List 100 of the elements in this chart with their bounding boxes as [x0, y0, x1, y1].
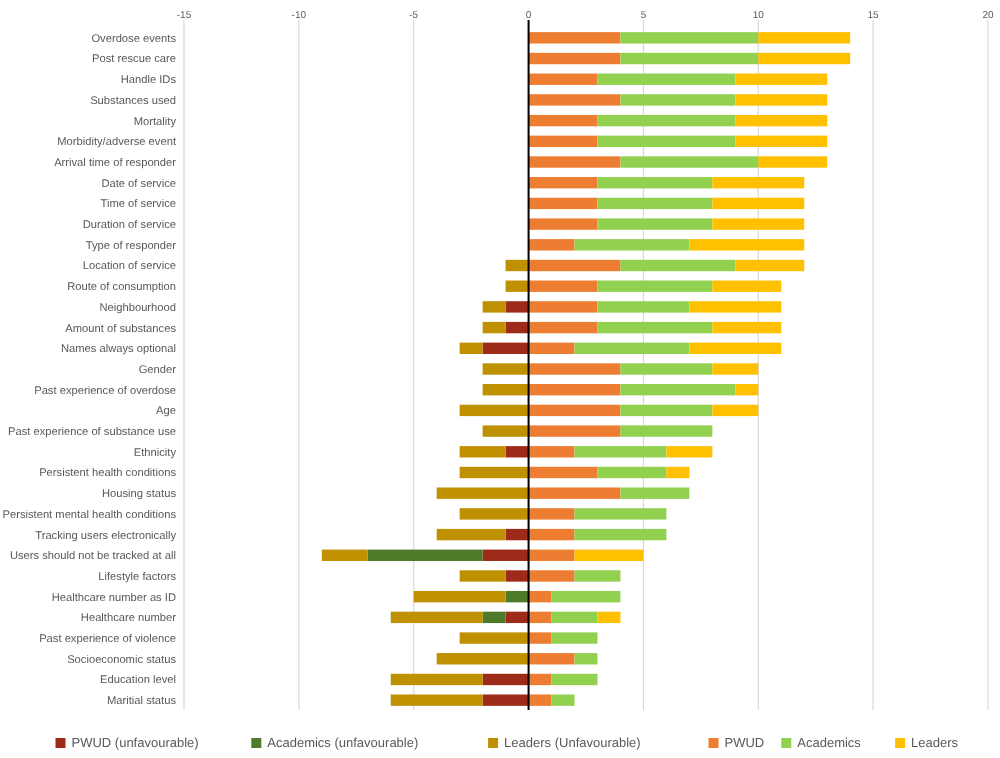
- bar: [528, 384, 621, 396]
- bar: [528, 280, 598, 292]
- bar: [528, 363, 621, 375]
- bar: [758, 156, 828, 168]
- bar: [528, 301, 598, 313]
- bar: [505, 280, 529, 292]
- bar: [528, 114, 598, 127]
- bar: [436, 487, 529, 499]
- bar: [620, 363, 713, 375]
- bar: [528, 570, 575, 582]
- bar: [528, 632, 552, 644]
- bar: [528, 673, 552, 686]
- bar: [528, 549, 575, 561]
- bar: [620, 259, 736, 272]
- bar: [666, 446, 713, 458]
- bar: [505, 321, 529, 334]
- bar: [620, 384, 736, 396]
- bar: [620, 32, 759, 44]
- bar: [735, 384, 759, 396]
- bar: [712, 321, 782, 334]
- bar: [528, 156, 621, 168]
- bar: [505, 590, 529, 603]
- bar: [459, 342, 483, 354]
- bar: [528, 73, 598, 85]
- bar: [620, 156, 759, 168]
- bar: [712, 197, 805, 210]
- bar: [528, 694, 552, 706]
- bar: [390, 611, 483, 624]
- bar: [597, 177, 713, 189]
- bar: [528, 135, 598, 148]
- bar: [528, 218, 598, 230]
- bar: [436, 653, 529, 665]
- bar: [597, 301, 690, 313]
- bar: [528, 177, 598, 189]
- bar: [528, 425, 621, 437]
- bar: [712, 177, 805, 189]
- bar: [459, 570, 506, 582]
- bar: [505, 446, 529, 458]
- bar: [528, 52, 621, 65]
- bar: [528, 259, 621, 272]
- bar: [528, 404, 621, 417]
- bar: [459, 508, 529, 520]
- bar: [597, 114, 736, 127]
- bar: [666, 466, 690, 479]
- bar: [620, 425, 713, 437]
- bar: [528, 487, 621, 499]
- bar: [505, 301, 529, 313]
- bar: [620, 94, 736, 106]
- bar: [551, 694, 575, 706]
- bar: [597, 321, 713, 334]
- bar: [482, 301, 506, 313]
- bar: [505, 259, 529, 272]
- bar: [597, 197, 713, 210]
- bar: [390, 694, 483, 706]
- bar: [482, 321, 506, 334]
- bar: [551, 590, 621, 603]
- bar: [574, 508, 667, 520]
- bar: [528, 508, 575, 520]
- bar: [528, 611, 552, 624]
- bar: [482, 549, 529, 561]
- bar: [574, 528, 667, 541]
- bar: [689, 342, 782, 354]
- bar: [620, 404, 713, 417]
- bar: [574, 549, 644, 561]
- bar: [505, 528, 529, 541]
- bar: [597, 73, 736, 85]
- bar: [712, 363, 759, 375]
- bar: [505, 570, 529, 582]
- bar: [551, 673, 598, 686]
- bar: [459, 446, 506, 458]
- bar: [528, 653, 575, 665]
- bar: [597, 466, 667, 479]
- bar: [528, 32, 621, 44]
- bar: [482, 384, 529, 396]
- bar: [597, 280, 713, 292]
- bar: [482, 425, 529, 437]
- bar: [574, 653, 598, 665]
- bar: [551, 632, 598, 644]
- bar: [482, 363, 529, 375]
- bar: [551, 611, 598, 624]
- bar: [482, 342, 529, 354]
- bar: [482, 694, 529, 706]
- bar: [735, 259, 805, 272]
- bar: [758, 32, 851, 44]
- bar: [528, 197, 598, 210]
- bar: [528, 342, 575, 354]
- bar: [528, 446, 575, 458]
- bar: [574, 446, 667, 458]
- bar: [735, 73, 828, 85]
- bar: [505, 611, 529, 624]
- bar: [459, 466, 529, 479]
- bar: [689, 301, 782, 313]
- bar: [482, 611, 506, 624]
- bar: [620, 487, 690, 499]
- bar: [758, 52, 851, 65]
- bar: [528, 239, 575, 251]
- bar: [689, 239, 805, 251]
- bar: [390, 673, 483, 686]
- bar: [528, 528, 575, 541]
- bar: [574, 239, 690, 251]
